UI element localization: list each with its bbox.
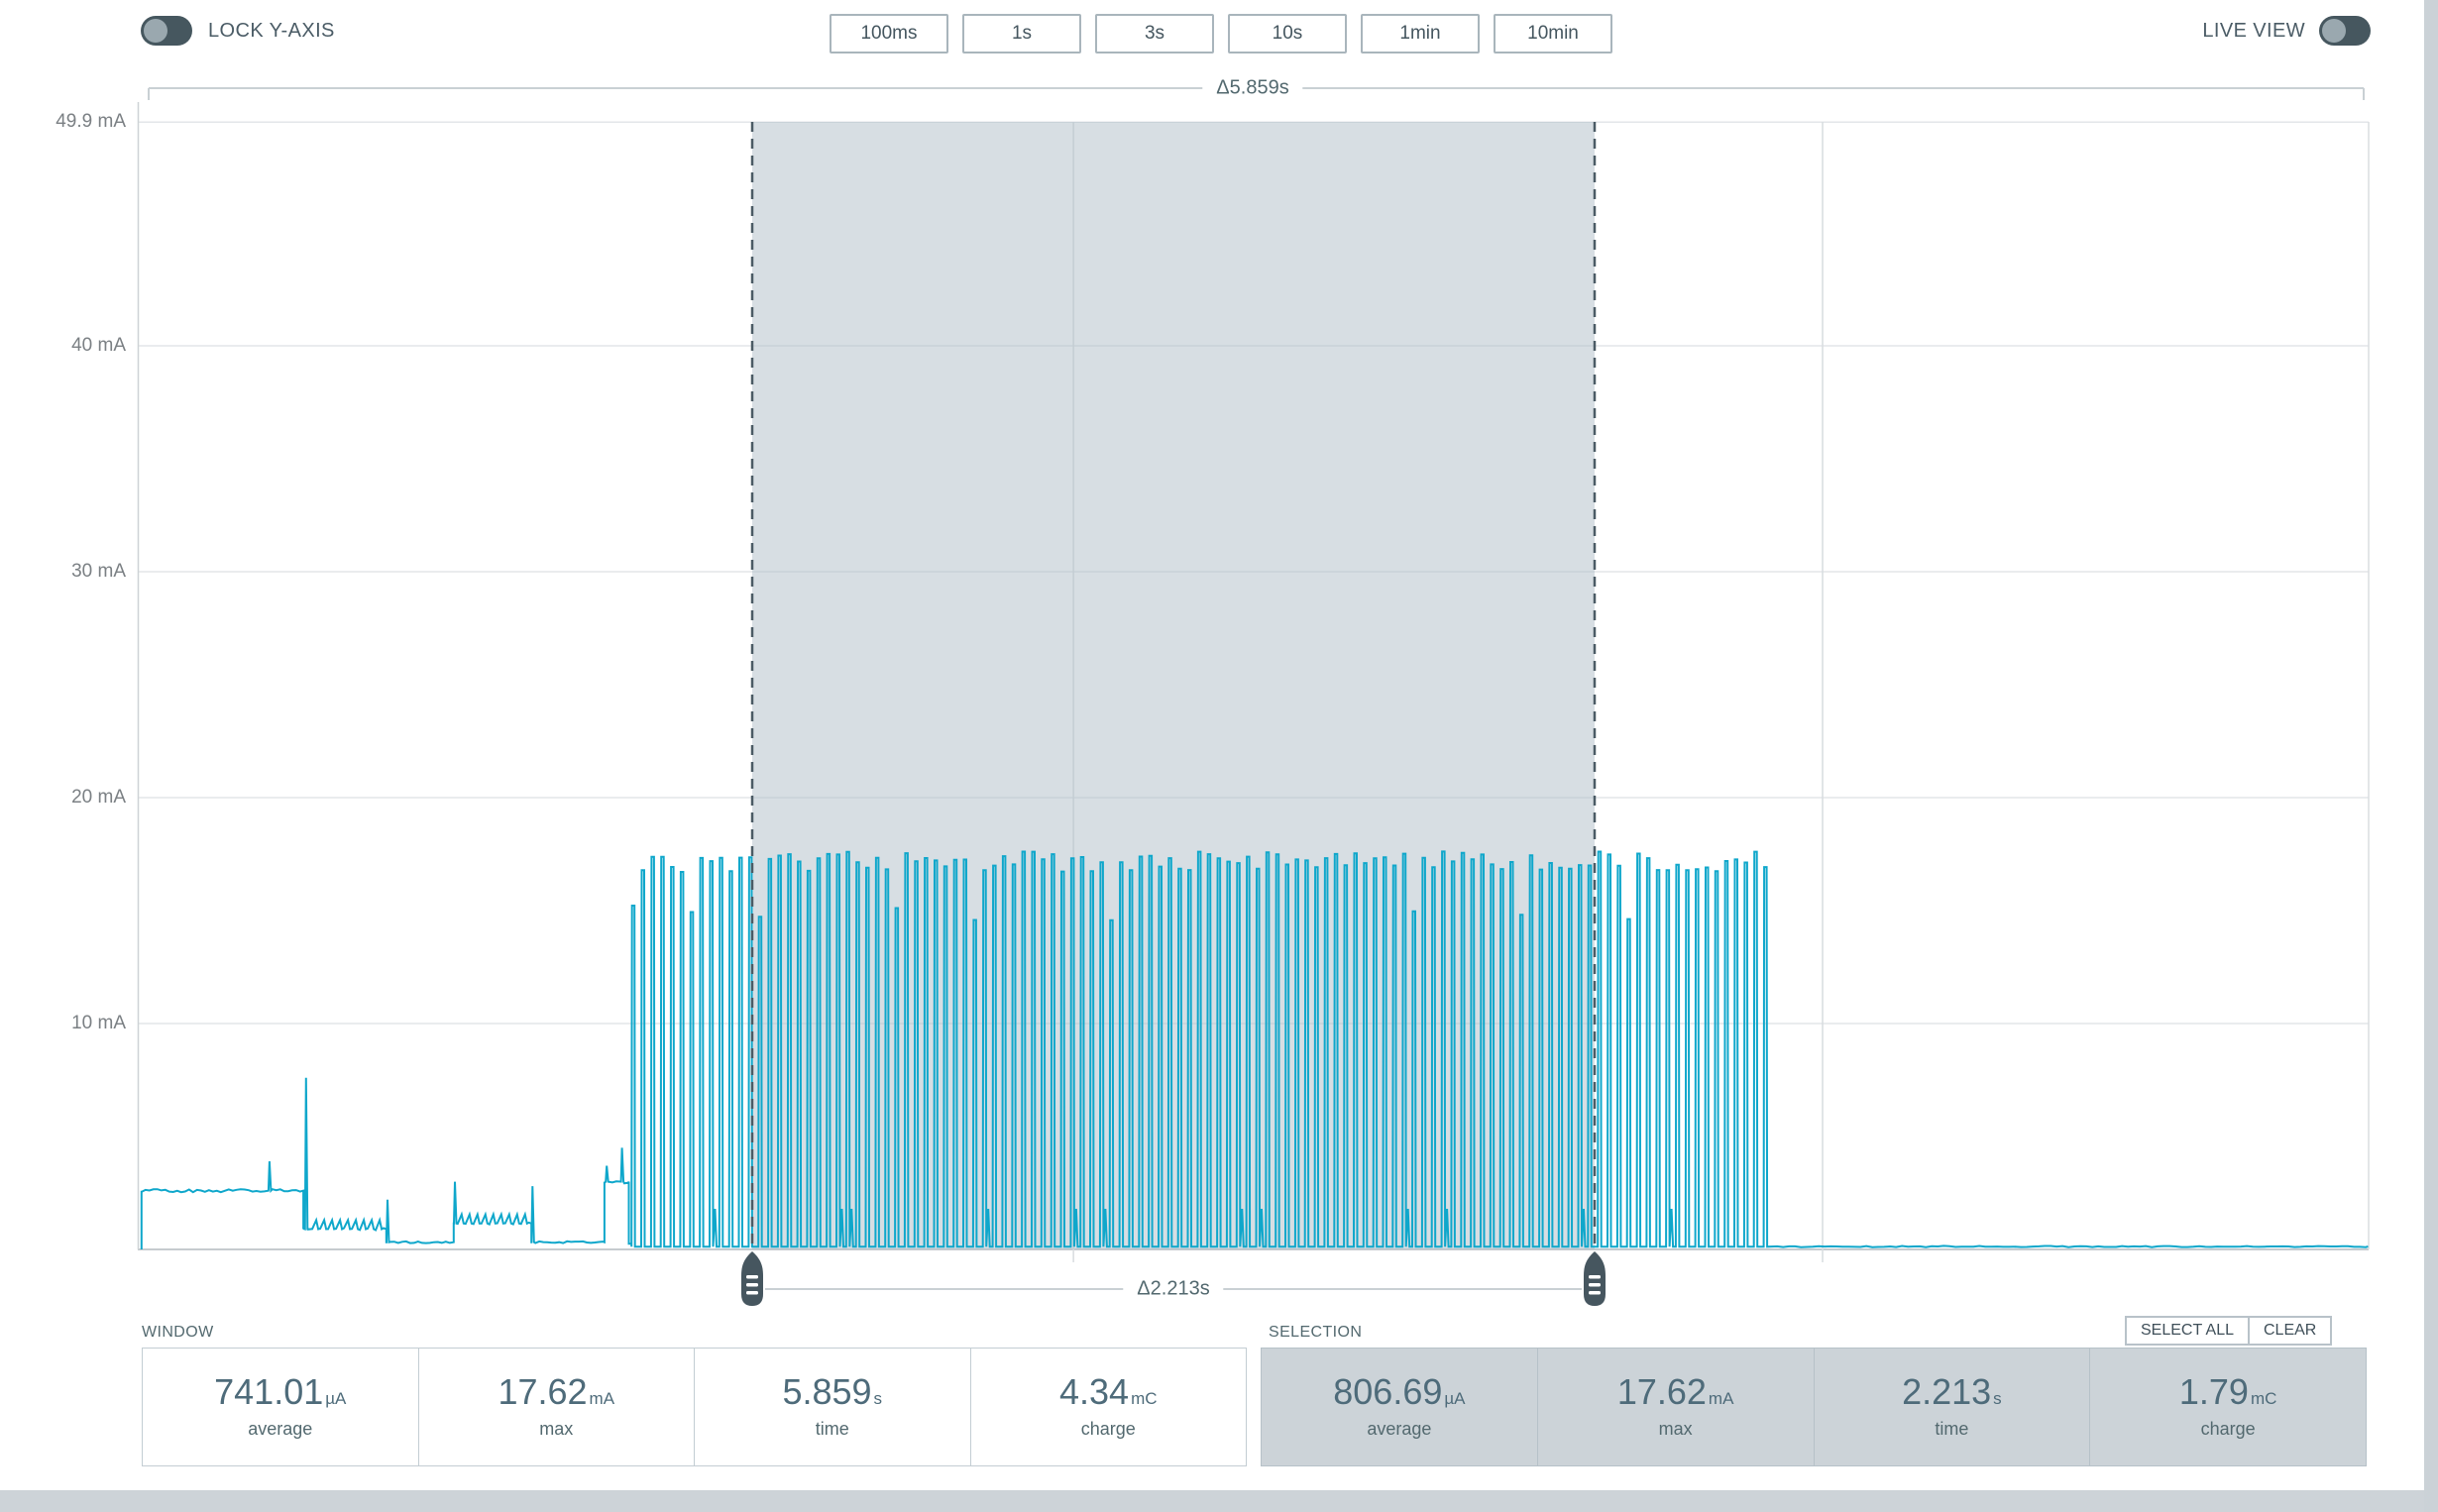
lock-y-axis-toggle[interactable] — [141, 16, 192, 46]
live-view-label: LIVE VIEW — [2202, 20, 2305, 42]
toggle-knob-icon — [144, 19, 167, 43]
window-button-10s[interactable]: 10s — [1228, 14, 1347, 54]
selection-stat-time: 2.213 s time — [1813, 1349, 2090, 1465]
selection-stat-average: 806.69 µA average — [1333, 1371, 1466, 1440]
window-delta-label: Δ5.859s — [1202, 76, 1303, 100]
vertical-scrollbar[interactable] — [2424, 0, 2438, 1512]
selection-left-handle[interactable] — [741, 1251, 763, 1306]
selection-delta-label: Δ2.213s — [1123, 1277, 1224, 1301]
window-button-10min[interactable]: 10min — [1494, 14, 1612, 54]
window-panel-title: WINDOW — [142, 1324, 214, 1341]
window-stats-panel: 741.01 µA average 17.62 mA max 5.859 s time… — [142, 1348, 1247, 1466]
y-tick-10: 10 mA — [71, 1013, 126, 1033]
y-tick-30: 30 mA — [71, 561, 126, 582]
live-view-toggle[interactable] — [2319, 16, 2371, 46]
window-stat-average: 741.01 µA average — [214, 1371, 347, 1440]
selection-stats-panel: 806.69 µA average 17.62 mA max 2.213 s time… — [1261, 1348, 2367, 1466]
lock-y-axis-label: LOCK Y-AXIS — [208, 20, 335, 42]
status-footer-bar — [0, 1490, 2438, 1512]
y-tick-40: 40 mA — [71, 335, 126, 356]
select-all-button[interactable]: SELECT ALL — [2125, 1316, 2250, 1346]
selection-stat-charge: 1.79 mC charge — [2089, 1349, 2366, 1465]
window-button-1min[interactable]: 1min — [1361, 14, 1480, 54]
window-stat-charge: 4.34 mC charge — [969, 1349, 1247, 1465]
window-stat-time: 5.859 s time — [694, 1349, 970, 1465]
y-tick-49-9: 49.9 mA — [55, 111, 126, 132]
clear-button[interactable]: CLEAR — [2247, 1316, 2333, 1346]
toggle-knob-icon — [2322, 19, 2346, 43]
selection-panel-title: SELECTION — [1269, 1324, 1363, 1341]
window-button-100ms[interactable]: 100ms — [830, 14, 948, 54]
current-waveform — [140, 850, 2369, 1249]
selection-stat-max: 17.62 mA max — [1536, 1349, 1814, 1465]
window-stat-max: 17.62 mA max — [417, 1349, 695, 1465]
selection-actions: SELECT ALL CLEAR — [2125, 1316, 2333, 1346]
selection-right-handle[interactable] — [1584, 1251, 1606, 1306]
window-button-1s[interactable]: 1s — [962, 14, 1081, 54]
window-button-3s[interactable]: 3s — [1095, 14, 1214, 54]
y-tick-20: 20 mA — [71, 787, 126, 808]
